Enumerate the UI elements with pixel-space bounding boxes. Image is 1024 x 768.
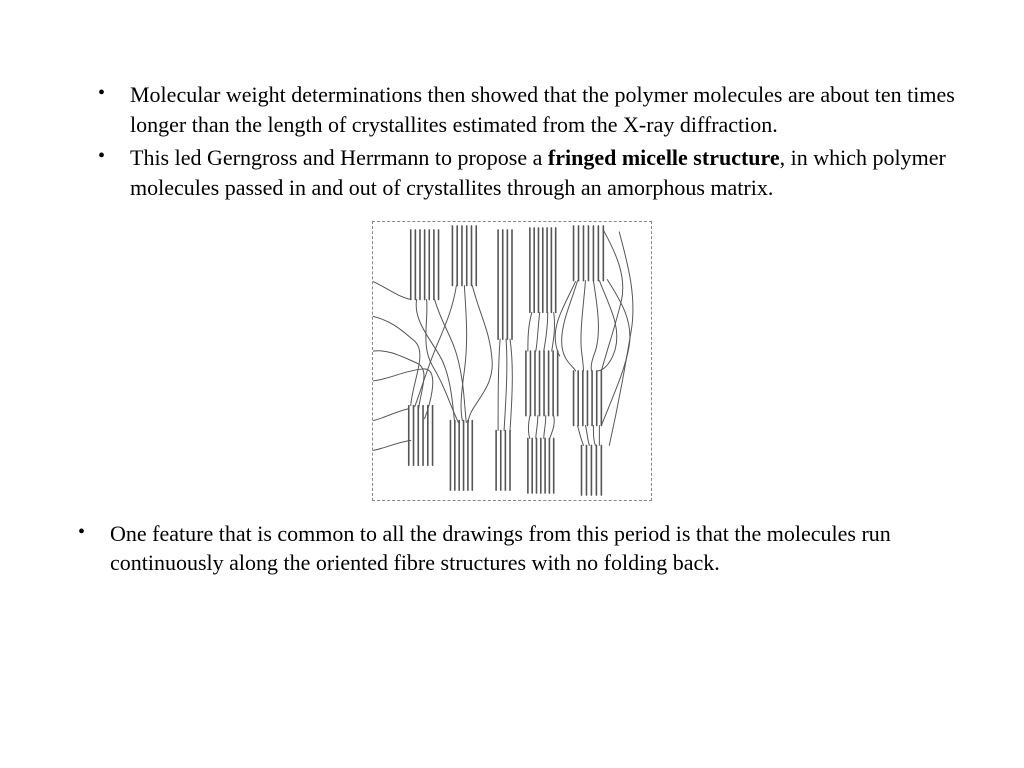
bullet-text: Molecular weight determinations then sho…	[130, 82, 955, 137]
bullet-text: One feature that is common to all the dr…	[110, 521, 891, 576]
bullet-item: One feature that is common to all the dr…	[70, 519, 964, 578]
bullet-text-bold: fringed micelle structure	[548, 145, 780, 170]
bullet-item: This led Gerngross and Herrmann to propo…	[90, 143, 964, 202]
fringed-micelle-diagram	[372, 221, 652, 501]
bottom-bullet-list: One feature that is common to all the dr…	[60, 519, 964, 578]
bullet-item: Molecular weight determinations then sho…	[90, 80, 964, 139]
figure-container	[60, 221, 964, 501]
top-bullet-list: Molecular weight determinations then sho…	[60, 80, 964, 203]
bullet-text-pre: This led Gerngross and Herrmann to propo…	[130, 145, 548, 170]
diagram-svg	[373, 222, 651, 500]
